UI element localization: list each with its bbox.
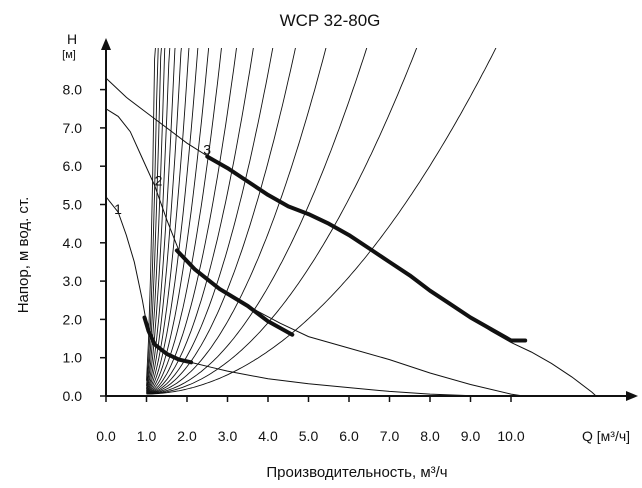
operating-ranges — [142, 154, 528, 365]
system-curve — [146, 48, 296, 395]
system-curve — [146, 48, 156, 381]
y-tick-label: 4.0 — [63, 235, 83, 251]
x-tick-label: 3.0 — [218, 428, 238, 444]
y-axis-arrow — [101, 38, 111, 50]
system-curve — [146, 48, 368, 395]
y-axis-unit: [м] — [62, 49, 76, 61]
system-curve — [146, 48, 222, 395]
x-axis-arrow — [626, 391, 638, 401]
y-axis-label: Напор, м вод. ст. — [15, 197, 32, 314]
x-tick-label: 10.0 — [497, 428, 524, 444]
system-curve — [146, 48, 159, 386]
axes — [101, 38, 638, 401]
system-curves — [146, 48, 497, 395]
x-tick-label: 5.0 — [299, 428, 319, 444]
x-axis-label: Производительность, м³/ч — [266, 464, 447, 481]
system-curve — [146, 48, 182, 394]
curve-label-3: 3 — [203, 142, 211, 158]
system-curve — [146, 48, 190, 394]
operating-range-2 — [174, 248, 295, 337]
x-axis-unit-label: Q [м³/ч] — [582, 428, 630, 444]
system-curve — [146, 48, 166, 391]
x-tick-label: 7.0 — [380, 428, 400, 444]
system-curve — [146, 48, 162, 389]
y-axis-symbol: H — [67, 31, 77, 47]
y-tick-label: 7.0 — [63, 120, 83, 136]
x-tick-label: 1.0 — [137, 428, 157, 444]
system-curve — [146, 48, 171, 392]
operating-range-3 — [205, 154, 528, 343]
system-curve — [146, 48, 237, 395]
x-tick-label: 8.0 — [420, 428, 440, 444]
system-curve — [146, 48, 210, 395]
x-tick-label: 6.0 — [339, 428, 359, 444]
system-curve — [146, 48, 176, 393]
x-tick-label: 0.0 — [96, 428, 116, 444]
system-curve — [146, 48, 199, 394]
y-tick-label: 5.0 — [63, 197, 83, 213]
system-curve — [146, 48, 254, 395]
curve-labels: 1 2 3 — [114, 142, 211, 217]
curve-label-2: 2 — [155, 172, 163, 188]
system-curve — [146, 48, 497, 395]
operating-range-1 — [142, 315, 194, 365]
x-tick-label: 4.0 — [258, 428, 278, 444]
chart-title: WCP 32-80G — [280, 11, 381, 30]
y-tick-label: 1.0 — [63, 350, 83, 366]
y-tick-label: 2.0 — [63, 311, 83, 327]
y-tick-label: 3.0 — [63, 273, 83, 289]
x-tick-label: 2.0 — [177, 428, 197, 444]
y-tick-label: 6.0 — [63, 158, 83, 174]
system-curve — [146, 48, 274, 395]
axis-ticks: 0.0 1.0 2.0 3.0 4.0 5.0 6.0 7.0 8.0 9.0 10.0 0.0 1.0… — [63, 82, 525, 444]
system-curve — [146, 48, 418, 395]
curve-label-1: 1 — [114, 201, 122, 217]
x-tick-label: 9.0 — [461, 428, 481, 444]
y-tick-label: 8.0 — [63, 82, 83, 98]
y-tick-label: 0.0 — [63, 388, 83, 404]
